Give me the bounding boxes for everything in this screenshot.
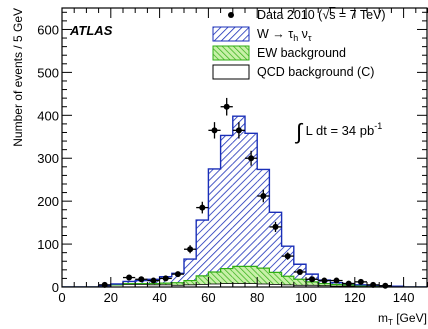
data-point: [174, 271, 181, 278]
ew-background-bar: [330, 284, 343, 287]
x-tick-label: 120: [344, 290, 366, 305]
data-point: [187, 246, 194, 253]
ew-background-bar: [245, 266, 258, 284]
w-signal-bar: [171, 273, 184, 283]
data-point: [345, 280, 352, 287]
w-signal-outline: [62, 115, 428, 287]
x-tick-label: 100: [295, 290, 317, 305]
ew-background-bar: [184, 280, 197, 285]
legend: Data 2010 (√s = 7 TeV) W → τh ντ EW backgr…: [212, 8, 386, 80]
ew-background-bar: [281, 276, 294, 285]
data-point: [260, 193, 267, 200]
y-axis-label: Number of events / 5 GeV: [11, 8, 25, 147]
ew-background-bar: [306, 281, 319, 286]
experiment-label: ATLAS: [69, 23, 113, 38]
ew-background-bar: [318, 283, 331, 286]
legend-label-data: Data 2010 (√s = 7 TeV): [257, 8, 386, 22]
axes: 0 20 40 60 80 100 120 140 0 100 200 300 400 500 600: [37, 7, 428, 305]
y-tick-label: 100: [37, 237, 59, 252]
w-signal-bar: [208, 168, 221, 272]
legend-label-w: W → τh ντ: [257, 27, 312, 43]
data-point: [296, 268, 303, 275]
data-point: [382, 282, 389, 289]
data-point: [162, 275, 169, 282]
ew-background-bar: [257, 268, 270, 284]
data-point: [370, 281, 377, 288]
ew-background-bar: [196, 275, 209, 285]
x-tick-label: 80: [250, 290, 264, 305]
data-point: [211, 127, 218, 134]
ew-background-bar: [208, 271, 221, 284]
y-tick-label: 300: [37, 151, 59, 166]
data-point: [272, 223, 279, 230]
w-signal-bar: [257, 169, 270, 269]
legend-data-marker: [228, 12, 234, 18]
histogram-stack: [62, 115, 428, 287]
legend-w-swatch: [212, 26, 250, 42]
legend-ew-swatch: [212, 45, 250, 61]
data-point: [101, 281, 108, 288]
x-tick-label: 20: [104, 290, 118, 305]
data-point: [223, 103, 230, 110]
data-point: [248, 155, 255, 162]
data-point: [284, 253, 291, 260]
ew-background-bar: [147, 283, 160, 285]
data-point: [321, 277, 328, 284]
ew-background-bar: [293, 279, 306, 286]
data-point: [150, 277, 157, 284]
ew-background-bar: [159, 283, 172, 285]
y-tick-label: 500: [37, 65, 59, 80]
x-tick-label: 140: [393, 290, 415, 305]
w-signal-bar: [196, 220, 209, 276]
y-tick-label: 400: [37, 108, 59, 123]
w-signal-bar: [269, 212, 282, 273]
data-point: [235, 127, 242, 134]
w-signal-bar: [232, 116, 245, 267]
x-tick-label: 40: [152, 290, 166, 305]
luminosity-label: ∫ L dt = 34 pb-1: [294, 119, 382, 144]
x-tick-label: 0: [58, 290, 65, 305]
ew-background-bar: [171, 282, 184, 286]
ew-background-bar: [220, 268, 233, 284]
data-point: [309, 276, 316, 283]
data-points: [98, 97, 392, 289]
legend-qcd-swatch: [212, 64, 250, 80]
w-signal-bar: [123, 281, 136, 284]
y-tick-label: 600: [37, 22, 59, 37]
data-point: [138, 276, 145, 283]
data-point: [357, 278, 364, 285]
y-tick-label: 0: [52, 280, 59, 295]
w-signal-bar: [245, 133, 258, 267]
legend-label-ew: EW background: [257, 46, 346, 60]
w-signal-bar: [281, 246, 294, 277]
legend-label-qcd: QCD background (C): [257, 65, 374, 79]
y-tick-label: 200: [37, 194, 59, 209]
data-point: [199, 204, 206, 211]
data-point: [126, 274, 133, 281]
ew-background-bar: [269, 272, 282, 285]
w-signal-bar: [330, 282, 343, 285]
data-point: [333, 277, 340, 284]
x-tick-label: 60: [201, 290, 215, 305]
w-signal-bar: [184, 259, 197, 281]
x-axis-label: mT [GeV]: [378, 311, 427, 327]
w-signal-bar: [220, 135, 233, 269]
ew-background-bar: [232, 266, 245, 284]
